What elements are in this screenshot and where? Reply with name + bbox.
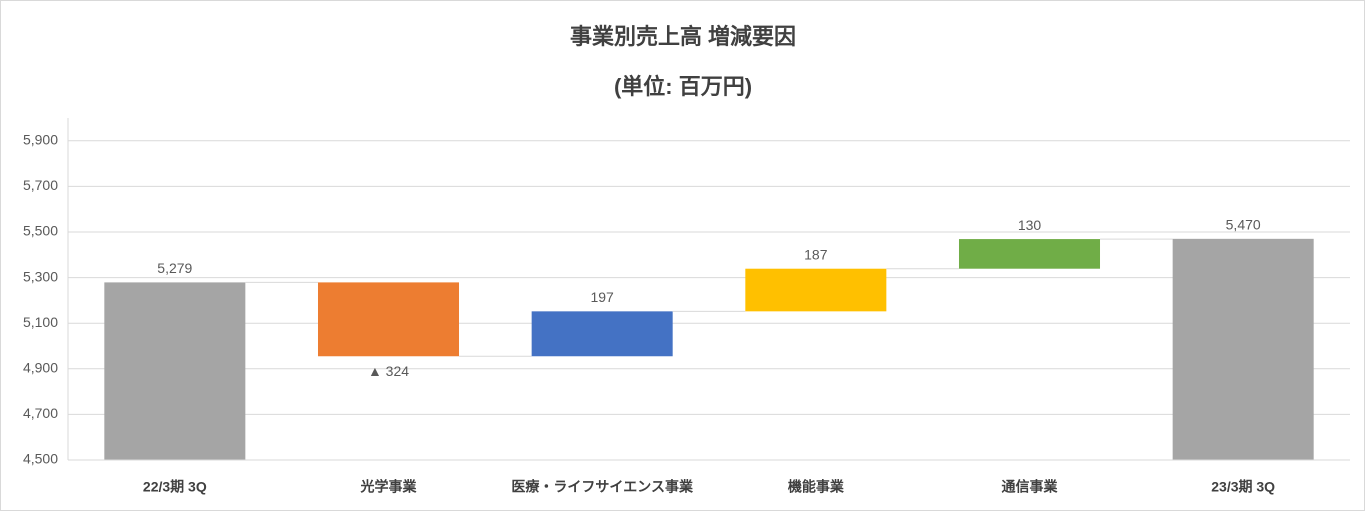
x-tick-label: 23/3期 3Q — [1211, 479, 1275, 495]
y-tick-label: 5,300 — [23, 268, 58, 284]
data-label: 187 — [804, 246, 828, 262]
data-label: 5,279 — [157, 260, 192, 276]
y-tick-label: 5,900 — [23, 132, 58, 148]
bar — [745, 268, 887, 312]
chart-subtitle: (単位: 百万円) — [614, 74, 752, 99]
x-tick-label: 光学事業 — [360, 479, 418, 495]
y-tick-label: 4,500 — [23, 451, 58, 467]
data-label: ▲ 324 — [368, 363, 409, 379]
bar — [317, 282, 460, 357]
y-tick-label: 5,500 — [23, 223, 58, 239]
x-tick-label: 医療・ライフサイエンス事業 — [511, 479, 694, 495]
x-tick-label: 機能事業 — [788, 479, 845, 495]
bar — [958, 239, 1101, 269]
y-tick-label: 5,700 — [23, 177, 58, 193]
y-tick-label: 4,900 — [23, 360, 58, 376]
data-label: 5,470 — [1226, 217, 1261, 233]
y-tick-label: 5,100 — [23, 314, 58, 330]
bar — [1172, 238, 1314, 460]
chart-title: 事業別売上高 増減要因 — [570, 24, 796, 49]
x-tick-label: 22/3期 3Q — [143, 479, 207, 495]
data-label: 130 — [1018, 217, 1042, 233]
x-tick-label: 通信事業 — [1002, 479, 1059, 495]
bar — [104, 282, 246, 460]
bar — [531, 311, 673, 357]
data-label: 197 — [590, 289, 614, 305]
y-tick-label: 4,700 — [23, 405, 58, 421]
